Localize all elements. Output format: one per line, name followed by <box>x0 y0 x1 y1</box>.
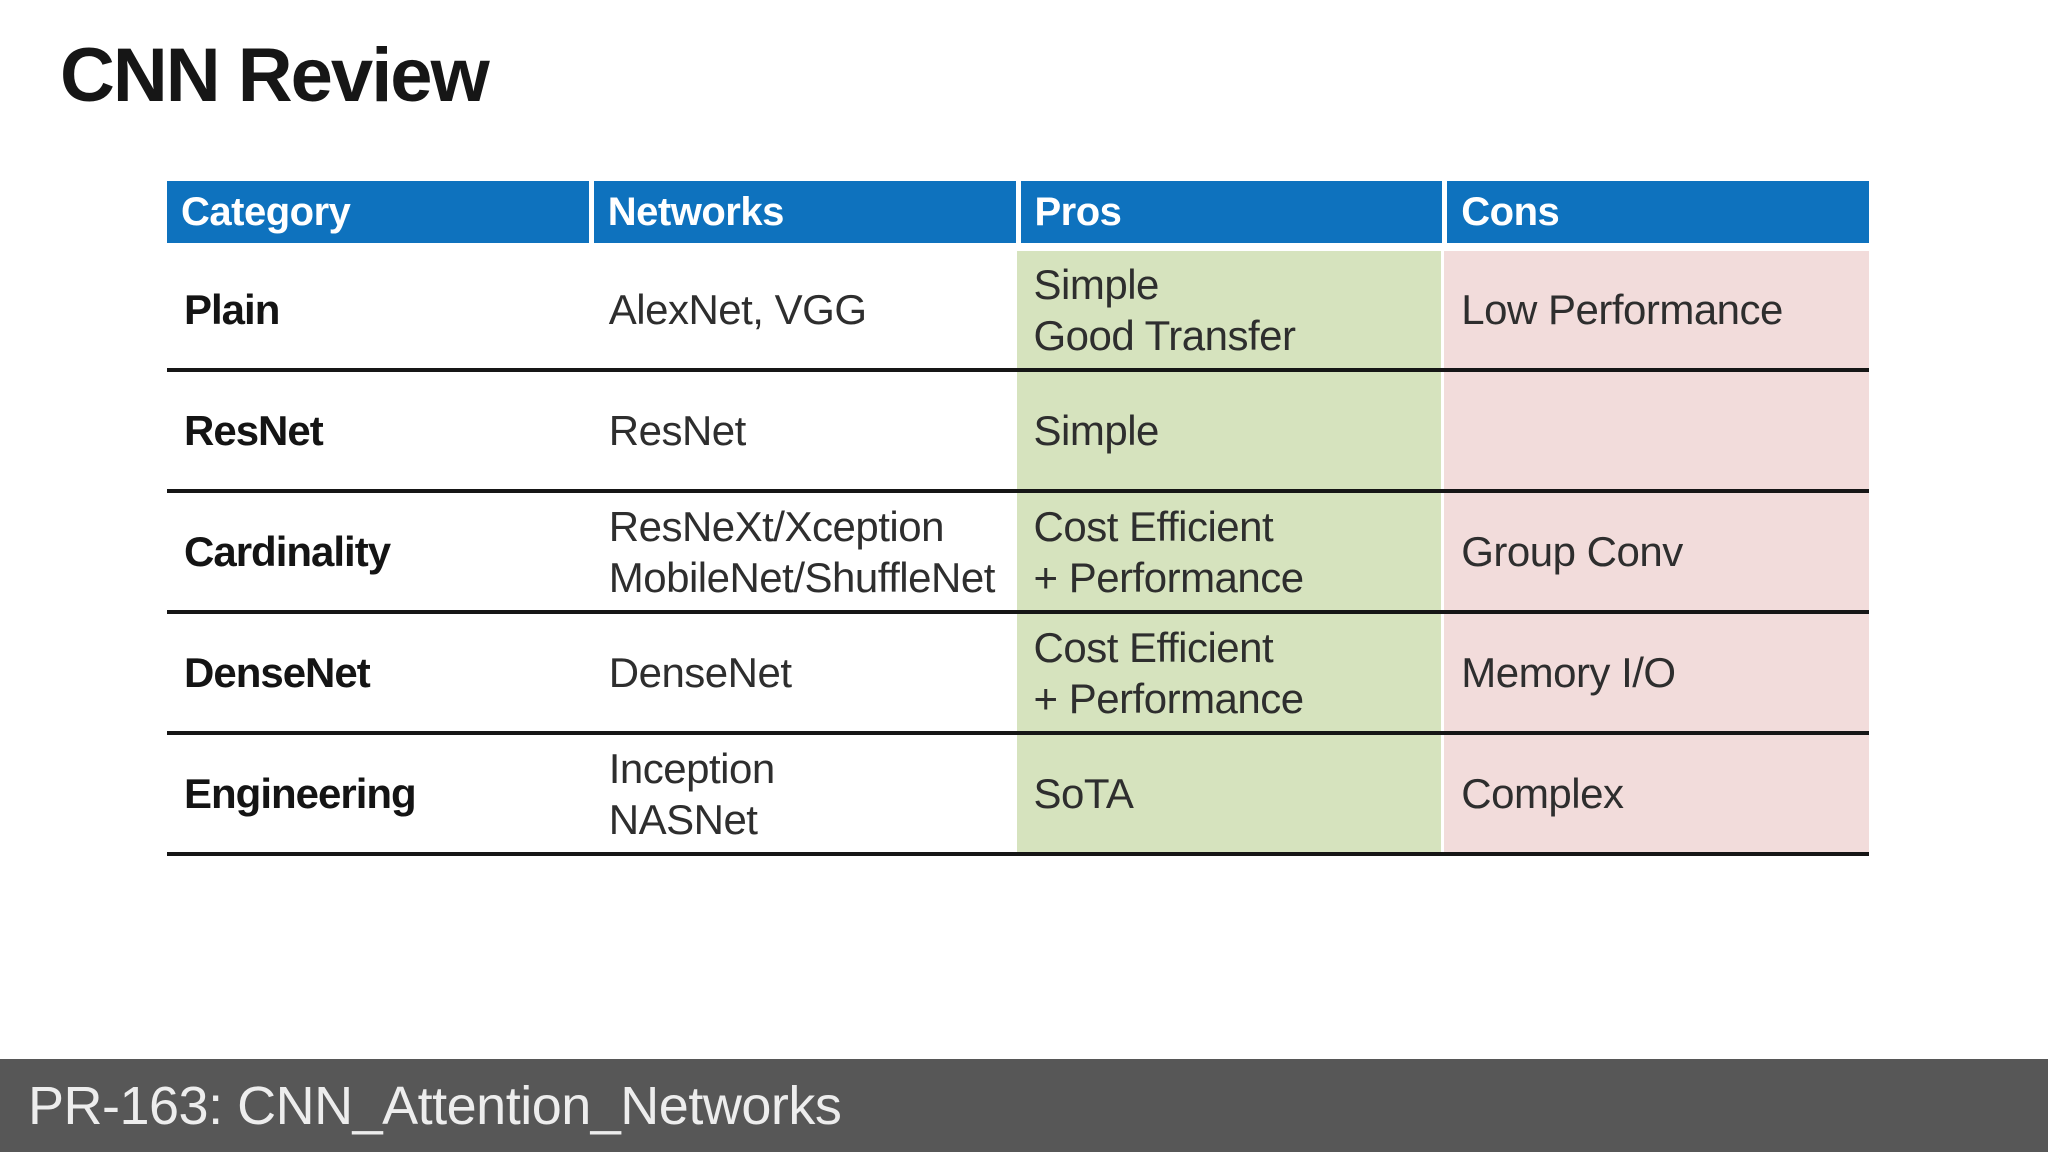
column-header-networks: Networks <box>593 181 1016 243</box>
cell-line: Plain <box>184 286 280 333</box>
cell-line: Cost Efficient <box>1033 502 1274 550</box>
networks-cell: AlexNet, VGG <box>592 251 1017 368</box>
networks-cell: Inception NASNet <box>592 735 1017 852</box>
cell-line: Good Transfer <box>1033 311 1296 359</box>
cons-cell: Group Conv <box>1441 493 1869 610</box>
cell-line: Low Performance <box>1461 286 1783 333</box>
category-cell: Cardinality <box>167 493 592 610</box>
cell-line: NASNet <box>608 795 758 843</box>
cnn-review-table: Category Networks Pros Cons Plain AlexNe… <box>167 181 1869 856</box>
cell-line: Engineering <box>184 770 417 817</box>
cell-line: + Performance <box>1033 674 1305 722</box>
footer-bar: PR-163: CNN_Attention_Networks <box>0 1059 2048 1152</box>
cell-line: ResNeXt/Xception <box>608 502 945 550</box>
slide-title: CNN Review <box>60 33 490 118</box>
cell-line: SoTA <box>1033 770 1134 817</box>
cell-line: + Performance <box>1033 553 1305 601</box>
networks-cell: DenseNet <box>592 614 1017 731</box>
cell-line: Inception <box>608 744 775 792</box>
table-row: ResNet ResNet Simple <box>167 372 1869 493</box>
table-row: Engineering Inception NASNet SoTA Complex <box>167 735 1869 856</box>
footer-text: PR-163: CNN_Attention_Networks <box>28 1075 842 1136</box>
cell-line: Group Conv <box>1461 528 1683 575</box>
category-cell: Plain <box>167 251 592 368</box>
table-header-row: Category Networks Pros Cons <box>167 181 1869 243</box>
cons-cell <box>1441 372 1869 489</box>
networks-cell: ResNet <box>592 372 1017 489</box>
cell-line: AlexNet, VGG <box>608 286 867 333</box>
column-header-cons: Cons <box>1447 181 1869 243</box>
cell-line: Simple <box>1033 260 1160 308</box>
cell-line: Cardinality <box>184 528 391 575</box>
cell-line: Memory I/O <box>1461 649 1676 696</box>
category-cell: DenseNet <box>167 614 592 731</box>
networks-cell: ResNeXt/Xception MobileNet/ShuffleNet <box>592 493 1017 610</box>
pros-cell: Simple <box>1016 372 1442 489</box>
cell-line: ResNet <box>184 407 324 454</box>
pros-cell: SoTA <box>1016 735 1442 852</box>
cons-cell: Low Performance <box>1441 251 1869 368</box>
table-row: Plain AlexNet, VGG Simple Good Transfer L… <box>167 251 1869 372</box>
cons-cell: Memory I/O <box>1441 614 1869 731</box>
cell-line: DenseNet <box>184 649 371 696</box>
column-header-pros: Pros <box>1020 181 1443 243</box>
cell-line: DenseNet <box>608 649 792 696</box>
category-cell: ResNet <box>167 372 592 489</box>
pros-cell: Cost Efficient + Performance <box>1016 493 1442 610</box>
table-row: DenseNet DenseNet Cost Efficient + Perfor… <box>167 614 1869 735</box>
cell-line: MobileNet/ShuffleNet <box>608 553 996 601</box>
cell-line: Cost Efficient <box>1033 623 1274 671</box>
cell-line: Complex <box>1461 770 1624 817</box>
category-cell: Engineering <box>167 735 592 852</box>
cell-line: Simple <box>1033 407 1160 454</box>
cell-line: ResNet <box>608 407 747 454</box>
table-row: Cardinality ResNeXt/Xception MobileNet/Sh… <box>167 493 1869 614</box>
pros-cell: Simple Good Transfer <box>1016 251 1442 368</box>
cons-cell: Complex <box>1441 735 1869 852</box>
table-body: Plain AlexNet, VGG Simple Good Transfer L… <box>167 251 1869 856</box>
column-header-category: Category <box>167 181 589 243</box>
pros-cell: Cost Efficient + Performance <box>1016 614 1442 731</box>
